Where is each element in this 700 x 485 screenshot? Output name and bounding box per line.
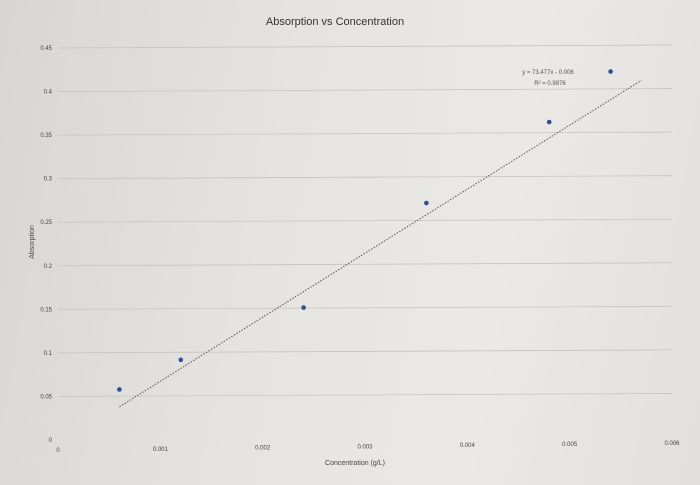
gridline bbox=[57, 44, 673, 49]
x-tick-label: 0.005 bbox=[562, 442, 578, 448]
trendline bbox=[119, 79, 642, 408]
data-point bbox=[301, 305, 306, 310]
x-tick-labels: 0 0.001 0.002 0.003 0.004 0.005 0.006 bbox=[56, 441, 680, 454]
gridline bbox=[57, 131, 673, 136]
y-tick-label: 0.1 bbox=[44, 351, 53, 357]
y-tick-label: 0 bbox=[49, 438, 53, 444]
y-tick-label: 0.4 bbox=[44, 90, 53, 96]
gridlines bbox=[57, 44, 673, 397]
y-tick-label: 0.2 bbox=[44, 264, 53, 270]
y-tick-label: 0.45 bbox=[40, 46, 52, 52]
data-point bbox=[117, 387, 122, 392]
gridline bbox=[57, 262, 673, 267]
data-points bbox=[117, 69, 613, 392]
y-tick-label: 0.05 bbox=[40, 394, 52, 400]
data-point bbox=[608, 69, 613, 74]
trendline-equation: y = 73.477x - 0.006 bbox=[522, 70, 574, 76]
gridline bbox=[57, 349, 673, 354]
x-axis-label: Concentration (g/L) bbox=[325, 460, 385, 467]
chart-title: Absorption vs Concentration bbox=[266, 16, 404, 28]
data-point bbox=[546, 119, 552, 125]
gridline bbox=[57, 305, 673, 310]
y-tick-label: 0.35 bbox=[40, 133, 52, 139]
data-point bbox=[178, 357, 184, 363]
data-point bbox=[424, 200, 429, 206]
y-axis-label: Absorption bbox=[29, 225, 36, 259]
x-tick-label: 0.003 bbox=[357, 444, 373, 450]
y-tick-label: 0.3 bbox=[44, 177, 53, 183]
gridline bbox=[57, 218, 673, 223]
x-tick-label: 0.001 bbox=[153, 447, 169, 453]
x-tick-label: 0.004 bbox=[460, 443, 476, 449]
x-tick-label: 0.006 bbox=[664, 441, 680, 447]
y-tick-label: 0.25 bbox=[40, 220, 52, 226]
y-tick-label: 0.15 bbox=[40, 307, 52, 313]
gridline bbox=[57, 393, 673, 397]
x-tick-label: 0.002 bbox=[255, 446, 271, 452]
trendline-r-squared: R² = 0.9876 bbox=[534, 81, 566, 87]
x-tick-label: 0 bbox=[56, 448, 60, 454]
gridline bbox=[57, 175, 673, 180]
gridline bbox=[57, 88, 673, 92]
y-tick-labels: 0 0.05 0.1 0.15 0.2 0.25 0.3 0.35 0.4 0.45 bbox=[40, 46, 52, 444]
